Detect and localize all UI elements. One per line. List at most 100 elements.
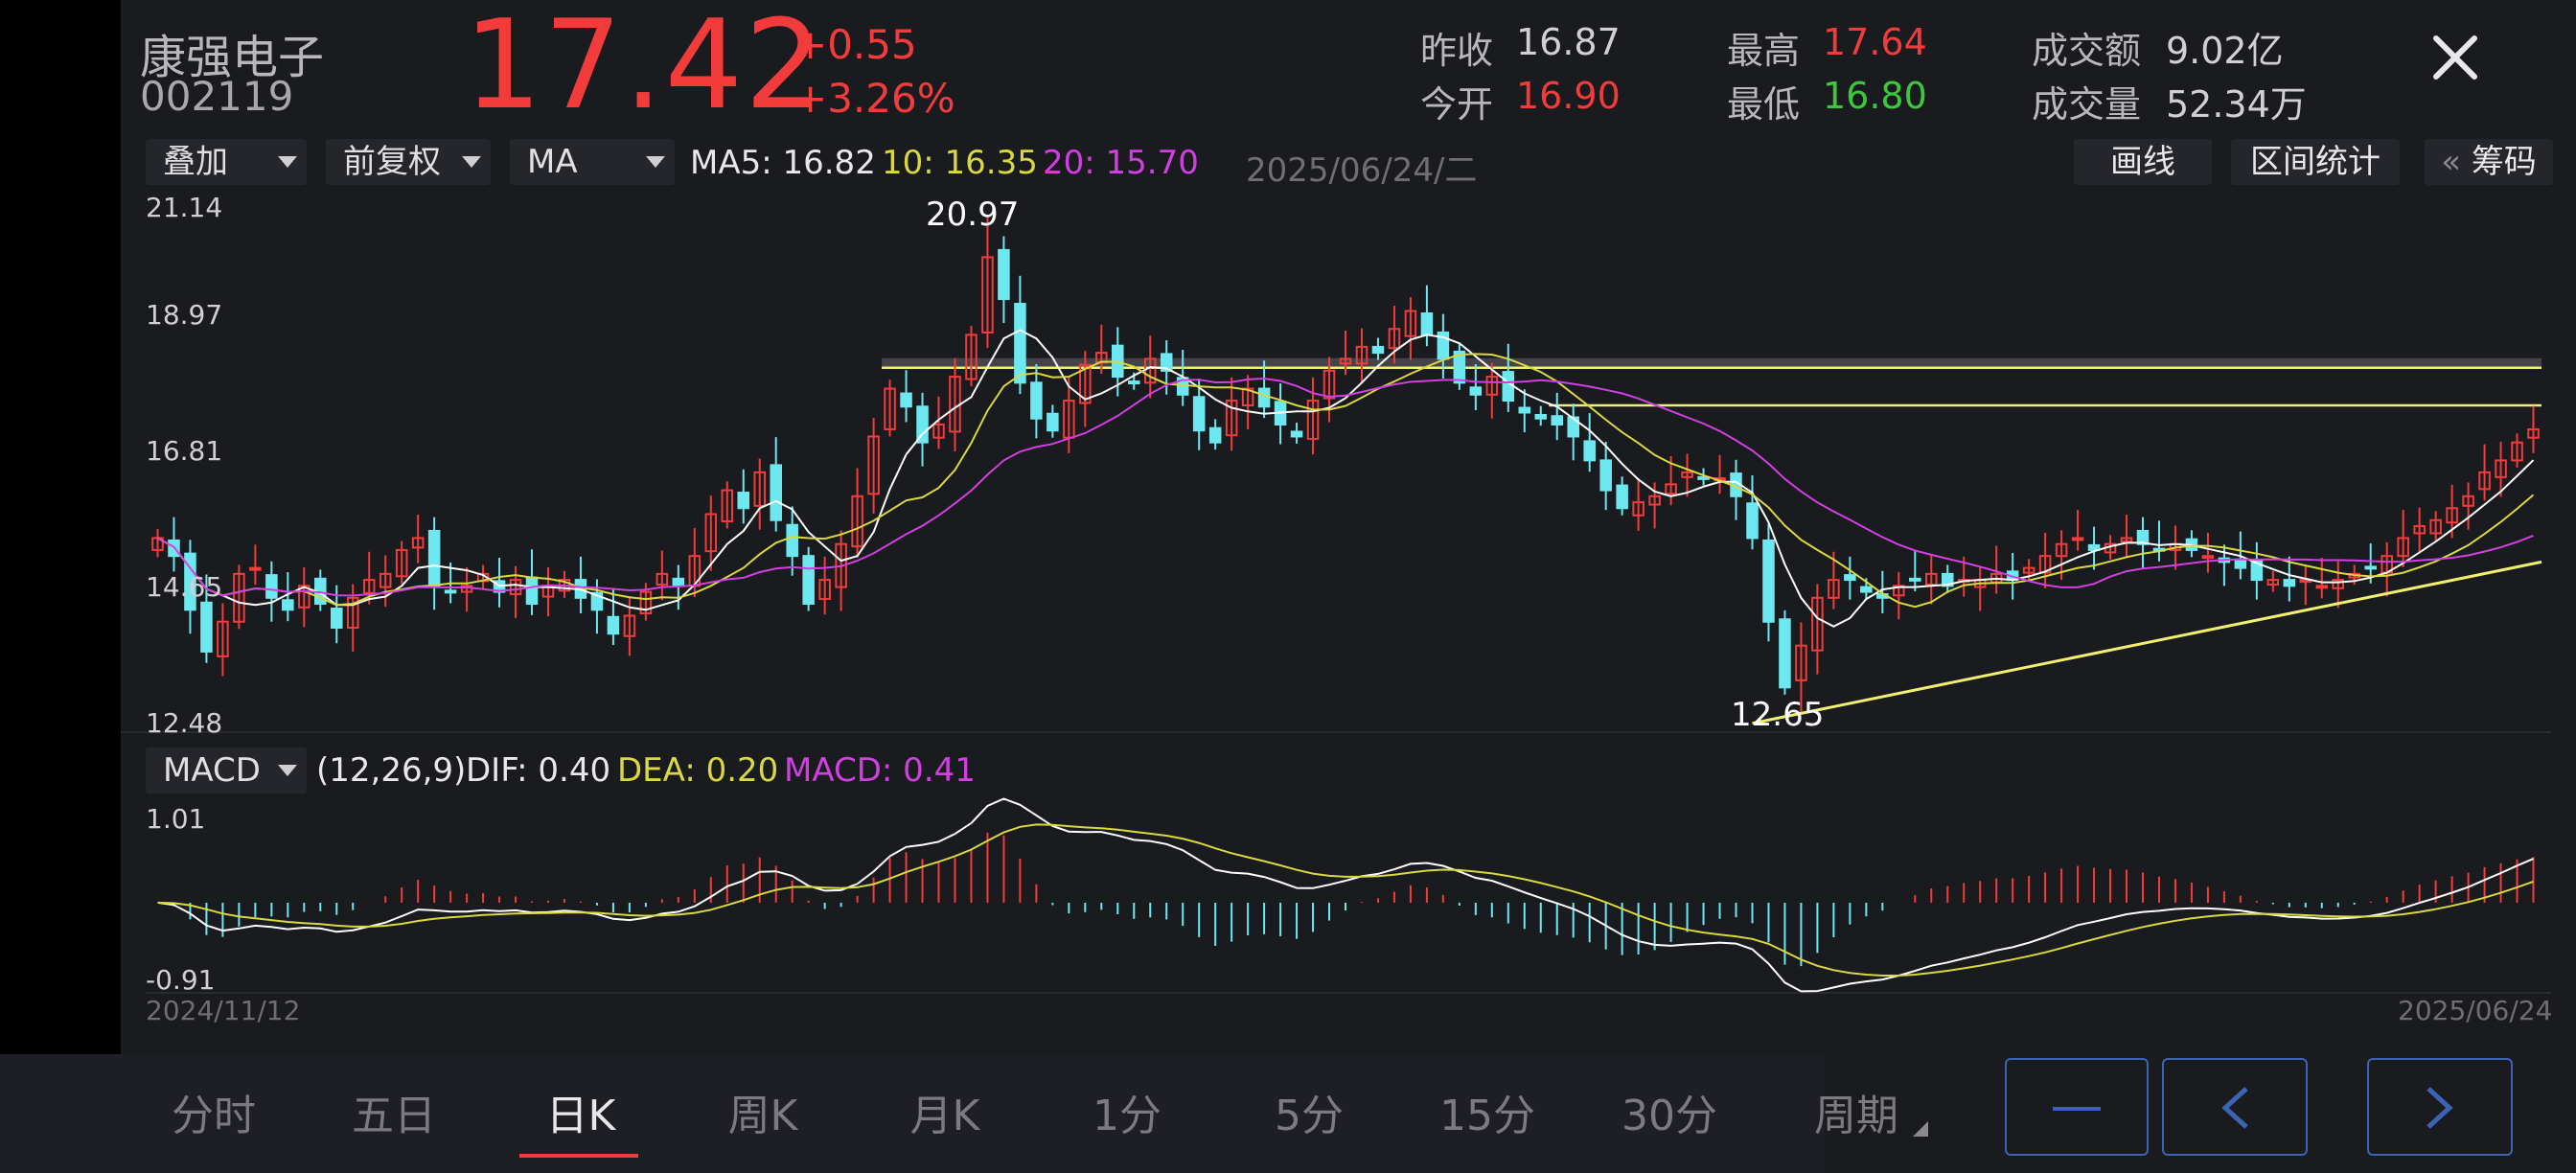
next-button[interactable]: [2367, 1058, 2513, 1156]
candle: [1779, 618, 1791, 689]
ma20-line: [157, 377, 2534, 597]
support-trendline: [1752, 560, 2542, 725]
candle: [1306, 400, 1320, 440]
y-tick-label: 18.97: [146, 299, 223, 331]
amount-value: 9.02亿: [2166, 30, 2284, 72]
ma10-line: [157, 353, 2535, 609]
candle: [379, 572, 392, 588]
candle: [1437, 331, 1450, 360]
tab-15min[interactable]: 15分: [1439, 1092, 1535, 1140]
candle: [2462, 494, 2474, 507]
candle: [2022, 566, 2036, 574]
tab-period[interactable]: 周期: [1814, 1092, 1898, 1140]
candle: [1046, 412, 1059, 432]
macd-dropdown[interactable]: MACD: [146, 748, 307, 794]
stock-name: 康强电子: [140, 31, 325, 84]
candle: [411, 537, 425, 549]
candle: [1828, 579, 1840, 599]
candle: [590, 591, 604, 611]
candle: [1811, 596, 1824, 652]
candle: [2136, 529, 2150, 545]
current-price: 17.42: [464, 0, 825, 137]
dif-legend: DIF: 0.40: [466, 751, 611, 790]
prev-close-value: 16.87: [1516, 21, 1621, 63]
candle: [721, 489, 734, 522]
chips-button[interactable]: « 筹码: [2425, 139, 2553, 185]
candle: [1665, 483, 1677, 495]
candle: [265, 574, 278, 599]
candle: [395, 548, 408, 578]
candle: [1257, 387, 1271, 408]
chips-label: 筹码: [2471, 143, 2537, 181]
candle: [525, 576, 539, 606]
start-date: 2024/11/12: [146, 995, 301, 1026]
candle: [1909, 577, 1921, 582]
candle: [2283, 579, 2296, 587]
macd-y-max: 1.01: [146, 803, 206, 835]
candle: [1225, 400, 1238, 437]
tab-1min[interactable]: 1分: [1092, 1092, 1162, 1140]
caret-down-icon: [278, 156, 297, 168]
candle: [331, 608, 343, 629]
stock-code: 002119: [140, 73, 294, 120]
candle: [786, 523, 798, 558]
volume-value: 52.34万: [2166, 83, 2307, 126]
price-change: +0.55: [794, 21, 917, 68]
tab-intraday[interactable]: 分时: [172, 1092, 256, 1140]
candle: [1502, 371, 1515, 402]
candle: [184, 552, 196, 611]
volume-label: 成交量: [2032, 83, 2142, 126]
draw-line-button[interactable]: 画线: [2074, 139, 2212, 185]
overlay-dropdown[interactable]: 叠加: [146, 139, 307, 185]
corner-triangle-icon: [1913, 1121, 1928, 1137]
candle: [1941, 572, 1954, 587]
tab-five-day[interactable]: 五日: [352, 1092, 436, 1140]
candle: [1371, 345, 1385, 355]
prev-close-label: 昨收: [1420, 30, 1494, 72]
adjust-dropdown[interactable]: 前复权: [326, 139, 491, 185]
candle: [2332, 579, 2345, 589]
candle: [1583, 440, 1596, 462]
tab-weekly-k[interactable]: 周K: [727, 1092, 798, 1140]
candle: [1322, 369, 1336, 400]
overlay-label: 叠加: [163, 143, 228, 181]
candle: [851, 494, 863, 548]
candle: [2038, 555, 2052, 574]
tab-monthly-k[interactable]: 月K: [909, 1092, 980, 1140]
candle: [607, 615, 620, 635]
candle: [200, 601, 213, 653]
candle: [802, 555, 815, 606]
candle: [1746, 502, 1759, 540]
candle: [1079, 363, 1092, 404]
candle: [1534, 413, 1548, 420]
candle: [217, 620, 229, 657]
candle: [1241, 387, 1254, 407]
high-value: 17.64: [1823, 21, 1927, 63]
candle: [1860, 586, 1873, 593]
close-button[interactable]: [2428, 29, 2482, 82]
macd-y-min: -0.91: [146, 964, 216, 996]
tab-daily-k[interactable]: 日K: [545, 1092, 616, 1140]
caret-down-icon: [278, 765, 297, 776]
low-label: 最低: [1727, 83, 1801, 126]
prev-button[interactable]: [2162, 1058, 2308, 1156]
indicator-dropdown[interactable]: MA: [510, 139, 675, 185]
candle: [884, 387, 896, 430]
candle: [298, 585, 310, 609]
candle: [623, 614, 636, 637]
ma5-line: [157, 329, 2535, 628]
range-stats-button[interactable]: 区间统计: [2231, 139, 2400, 185]
candle: [998, 248, 1010, 301]
candlestick-chart[interactable]: [121, 188, 2551, 734]
candle: [1616, 484, 1628, 510]
tab-5min[interactable]: 5分: [1275, 1092, 1344, 1140]
macd-chart[interactable]: [121, 797, 2551, 999]
candle: [2413, 524, 2426, 535]
chevron-right-icon: [2426, 1087, 2453, 1129]
candle: [2315, 585, 2329, 589]
candle: [444, 589, 457, 594]
tab-30min[interactable]: 30分: [1622, 1092, 1717, 1140]
zoom-out-button[interactable]: [2005, 1058, 2149, 1156]
double-chevron-left-icon: «: [2441, 143, 2461, 181]
candle: [1388, 328, 1401, 350]
